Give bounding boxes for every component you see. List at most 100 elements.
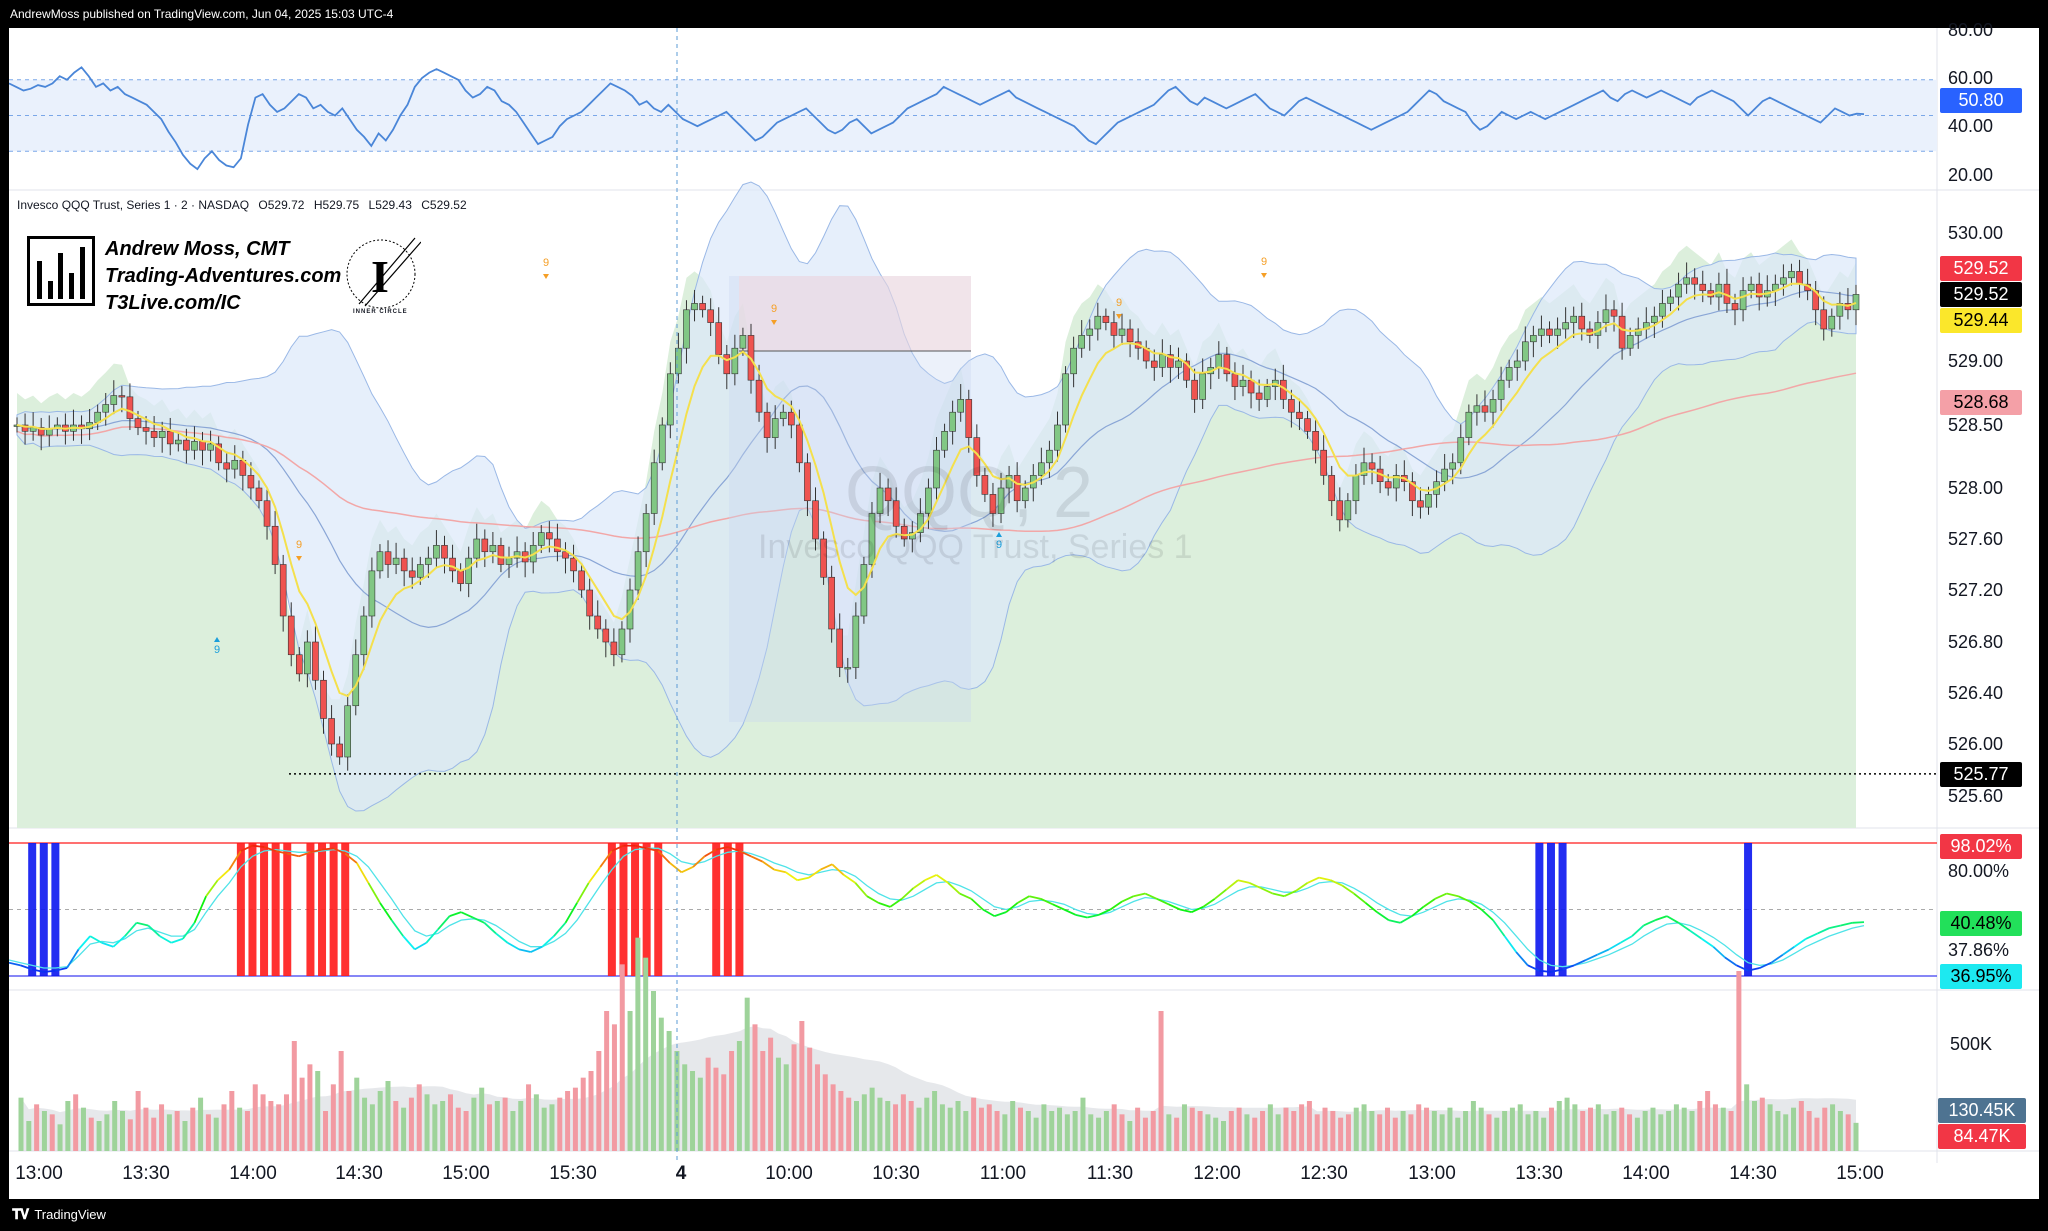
trade-box-risk [739, 276, 971, 351]
candle-body [360, 615, 368, 656]
stoch-oversold-bar [1744, 843, 1753, 976]
stoch-overbought-bar [712, 843, 721, 976]
inner-circle-logo: I INNER CIRCLE [345, 234, 422, 318]
stoch-k-segment [1029, 895, 1042, 900]
stoch-k-segment [1689, 930, 1703, 940]
stoch-k-segment [344, 852, 358, 864]
chart-canvas[interactable]: 9 9 9 9 9 9 9 [9, 28, 2039, 1199]
candle-body [594, 615, 602, 630]
volume-bar [143, 1107, 149, 1151]
candle-body [1336, 500, 1344, 521]
candle-body [699, 303, 706, 311]
stoch-k-segment [460, 911, 474, 919]
volume-bar [338, 1051, 344, 1151]
volume-bar [939, 1104, 945, 1151]
volume-bar [182, 1121, 188, 1151]
stoch-k-segment [1677, 922, 1691, 932]
volume-bar [80, 1107, 86, 1151]
volume-bar [213, 1117, 219, 1151]
volume-bar [986, 1104, 992, 1151]
candle-body [820, 538, 827, 578]
volume-bar [440, 1101, 446, 1151]
candle-body [416, 564, 424, 578]
volume-bar [1353, 1107, 1359, 1151]
candle-body [513, 551, 521, 559]
stoch-k-segment [878, 901, 891, 908]
time-axis-label: 13:00 [15, 1163, 63, 1184]
stoch-k-segment [854, 882, 868, 897]
stoch-k-segment [1655, 915, 1668, 921]
volume-bar [432, 1104, 438, 1151]
candle-body [1247, 379, 1255, 394]
volume-bar [166, 1114, 172, 1151]
volume-bar [1806, 1111, 1812, 1151]
price-tick: 525.60 [1948, 786, 2004, 806]
volume-bar [57, 1124, 63, 1151]
candle-body [900, 525, 908, 540]
candle-body [166, 430, 174, 445]
candle-body [425, 557, 432, 565]
stoch-overbought-bar [607, 843, 616, 976]
volume-bar [276, 1104, 282, 1151]
candle-body [796, 424, 803, 464]
candle-body [1425, 494, 1432, 508]
candle-body [852, 615, 860, 668]
candle-body [312, 641, 319, 681]
candle-body [658, 424, 666, 464]
stoch-overbought-bar [260, 843, 269, 976]
td-sequential-count: 9 [771, 303, 777, 315]
price-tick: 527.20 [1948, 580, 2004, 600]
volume-bar [1470, 1101, 1476, 1151]
volume-bar [307, 1064, 313, 1151]
volume-bar [1673, 1104, 1679, 1151]
candle-body [497, 545, 505, 565]
stoch-k-segment [171, 937, 184, 944]
candle-body [763, 411, 771, 438]
volume-bar [283, 1094, 289, 1151]
volume-bar [377, 1091, 383, 1151]
stoch-k-segment [704, 848, 717, 858]
candle-body [457, 570, 464, 584]
stoch-k-segment [634, 844, 647, 850]
stoch-k-segment [1052, 903, 1065, 911]
candle-body [320, 679, 327, 719]
candle-body [110, 395, 118, 405]
stoch-k-segment [1736, 964, 1749, 972]
volume-bar [1377, 1114, 1383, 1151]
stoch-overbought-bar [248, 843, 257, 976]
stoch-k-segment [994, 911, 1007, 918]
watermark-symbol: QQQ, 2 [845, 453, 1094, 533]
candle-body [134, 418, 142, 428]
candle-body [328, 718, 335, 745]
candle-body [586, 589, 593, 617]
candle-body [828, 576, 835, 630]
inner-circle-icon: I [346, 237, 422, 309]
ask-price-tag: 529.52 [1940, 256, 2022, 281]
footer-logo[interactable]: 𝐓𝐕 TradingView [12, 1206, 106, 1223]
volume-bar [580, 1077, 586, 1151]
stoch-k-segment [1747, 967, 1760, 972]
stoch-overbought-bar [271, 843, 280, 976]
right-border [2039, 28, 2048, 1199]
volume-bar [1025, 1111, 1031, 1151]
volume-bar [1681, 1107, 1687, 1151]
candle-body [1344, 500, 1352, 521]
candle-body [1513, 360, 1521, 368]
stoch-oversold-bar [28, 843, 37, 976]
volume-bar [760, 1051, 766, 1151]
candle-body [489, 545, 497, 553]
candle-body [1546, 328, 1553, 336]
candle-body [183, 439, 190, 451]
volume-bar [1330, 1111, 1336, 1151]
volume-bar [947, 1107, 953, 1151]
candle-body [957, 399, 964, 413]
volume-bar [408, 1097, 414, 1151]
stoch-k-segment [901, 887, 914, 900]
volume-bar [690, 1071, 696, 1151]
volume-bar [588, 1071, 594, 1151]
volume-bar [1642, 1111, 1648, 1151]
td-sequential-count: 9 [543, 257, 549, 269]
volume-bar [1791, 1107, 1797, 1151]
volume-bar [260, 1094, 266, 1151]
candle-body [247, 475, 255, 489]
